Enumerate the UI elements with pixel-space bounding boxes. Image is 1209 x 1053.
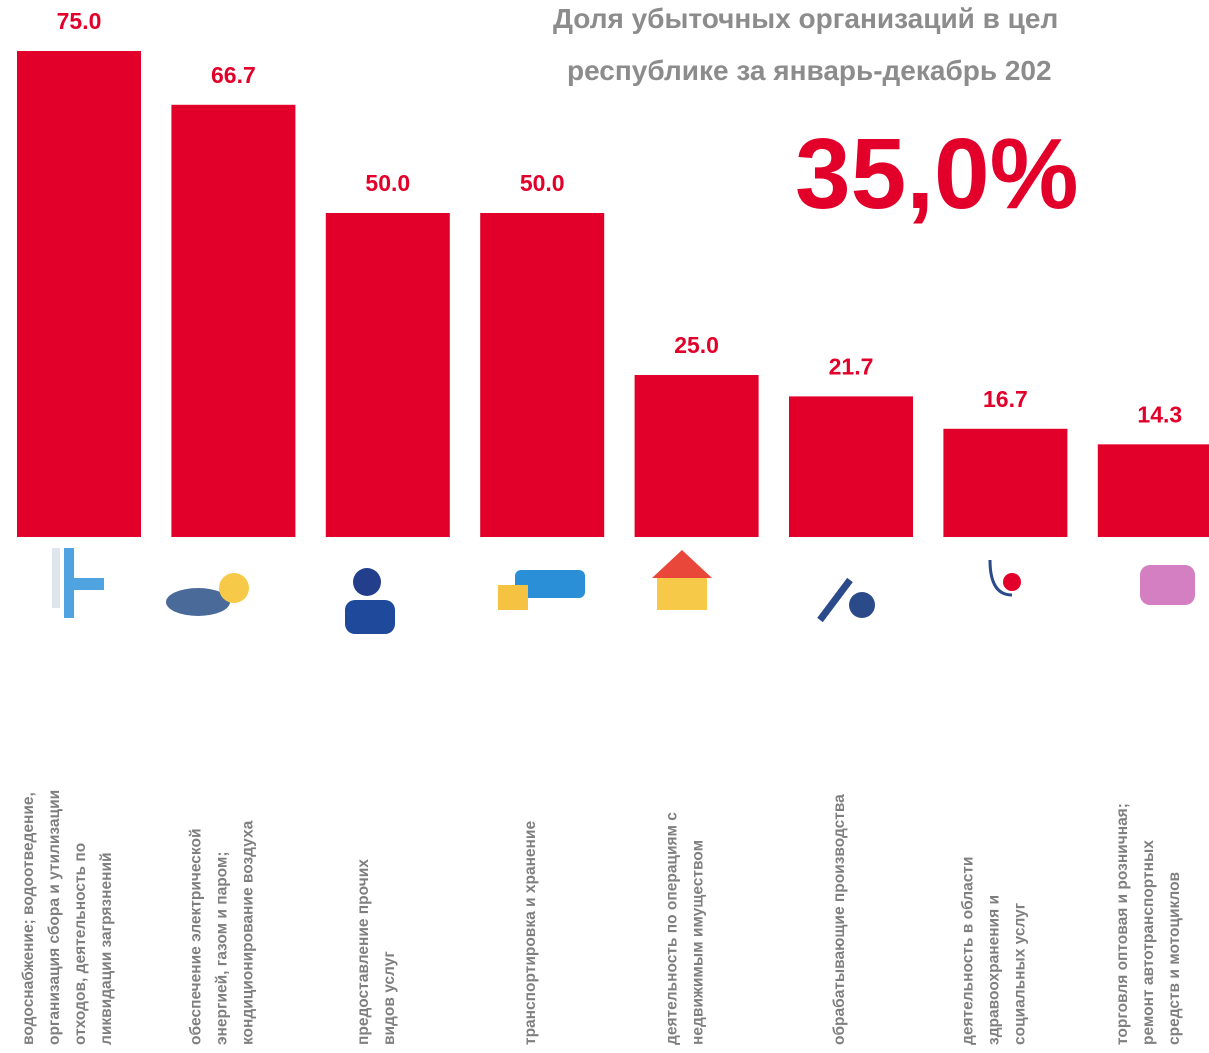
chart-title: республике за январь-декабрь 202 (567, 55, 1052, 86)
icon (988, 559, 1013, 597)
data-label: 75.0 (57, 8, 102, 34)
category-label: обрабатывающие производства (831, 794, 848, 1045)
data-label: 50.0 (365, 170, 410, 196)
icon (652, 550, 712, 578)
icon (817, 577, 853, 623)
icon (64, 548, 104, 618)
bar (789, 396, 913, 537)
category-label: обеспечение электрической энергией, газом… (187, 820, 256, 1045)
bar (480, 213, 605, 537)
category-label: деятельность по операциям с недвижимым им… (664, 812, 707, 1045)
icon (1140, 565, 1195, 605)
data-label: 25.0 (674, 332, 719, 358)
icon (353, 568, 381, 596)
bar (17, 51, 141, 537)
data-label: 66.7 (211, 62, 256, 88)
icon (1003, 573, 1021, 591)
category-label: торговля оптовая и розничная; ремонт авто… (1114, 803, 1183, 1045)
bar (943, 428, 1068, 537)
icon (52, 548, 60, 608)
headline-value: 35,0% (795, 118, 1079, 230)
icon (345, 600, 395, 634)
data-label: 16.7 (983, 386, 1028, 412)
bar (171, 104, 296, 537)
bar (634, 375, 759, 537)
icon (166, 588, 230, 616)
icon (515, 570, 585, 598)
data-label: 21.7 (829, 353, 874, 379)
data-label: 50.0 (520, 170, 565, 196)
bar (1097, 444, 1209, 537)
category-label: предоставление прочих видов услуг (355, 859, 398, 1045)
chart-title: Доля убыточных организаций в цел (553, 3, 1058, 34)
data-label: 14.3 (1137, 401, 1182, 427)
icon (657, 578, 707, 610)
icons (52, 548, 1195, 634)
icon (498, 585, 528, 610)
icon (219, 573, 249, 603)
bar (325, 213, 450, 537)
icon (849, 592, 875, 618)
category-label: водоснабжение; водоотведение, организация… (20, 790, 115, 1045)
category-label: транспортировка и хранение (522, 821, 539, 1045)
